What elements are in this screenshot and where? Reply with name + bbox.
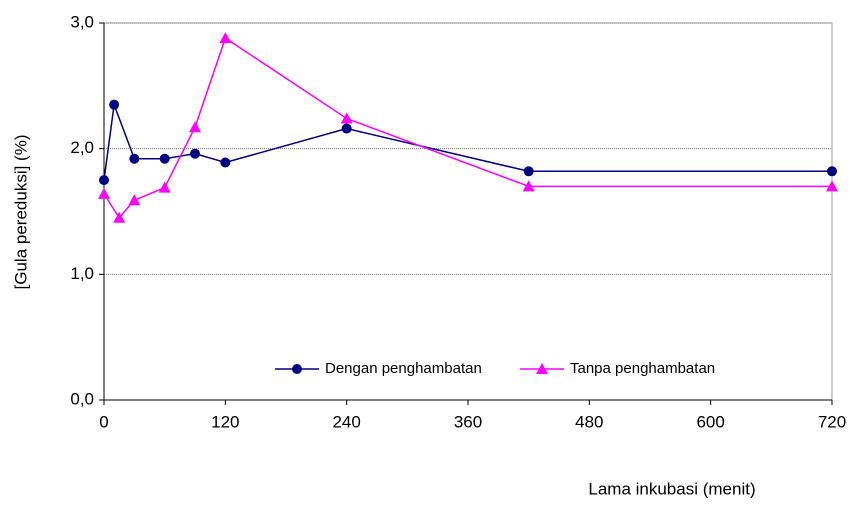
legend-marker — [536, 363, 548, 374]
point — [220, 157, 231, 168]
plot-area — [103, 22, 833, 401]
legend-item: Dengan penghambatan — [275, 360, 482, 377]
point — [128, 194, 141, 206]
point — [99, 175, 109, 186]
x-tick-label: 480 — [575, 412, 603, 431]
point — [522, 180, 535, 192]
point — [219, 32, 232, 44]
y-tick-label: 3,0 — [70, 12, 94, 31]
point — [189, 121, 201, 133]
legend-label: Dengan penghambatan — [325, 360, 482, 377]
y-tick-label: 0,0 — [70, 389, 94, 408]
point — [158, 181, 171, 193]
x-tick-label: 0 — [99, 412, 108, 431]
legend-label: Tanpa penghambatan — [570, 360, 715, 377]
point — [190, 148, 200, 159]
point — [341, 123, 352, 134]
point — [827, 166, 837, 177]
legend-item: Tanpa penghambatan — [520, 360, 715, 377]
legend-marker — [292, 364, 302, 374]
point — [98, 187, 110, 199]
x-axis-label: Lama inkubasi (menit) — [588, 479, 755, 498]
x-tick-label: 360 — [454, 412, 482, 431]
x-tick-label: 240 — [332, 412, 360, 431]
series-line — [103, 36, 832, 220]
y-tick-label: 2,0 — [70, 138, 94, 157]
y-axis-label: [Gula pereduksi] (%) — [11, 135, 30, 290]
point — [159, 153, 170, 164]
point — [523, 166, 534, 177]
point — [109, 99, 120, 110]
y-tick-label: 1,0 — [70, 264, 94, 283]
x-tick-label: 720 — [818, 412, 846, 431]
point — [113, 211, 126, 223]
x-tick-label: 120 — [211, 412, 239, 431]
x-tick-label: 600 — [696, 412, 724, 431]
point — [340, 112, 353, 124]
point — [826, 180, 838, 192]
point — [129, 153, 140, 164]
series-line — [103, 104, 832, 181]
